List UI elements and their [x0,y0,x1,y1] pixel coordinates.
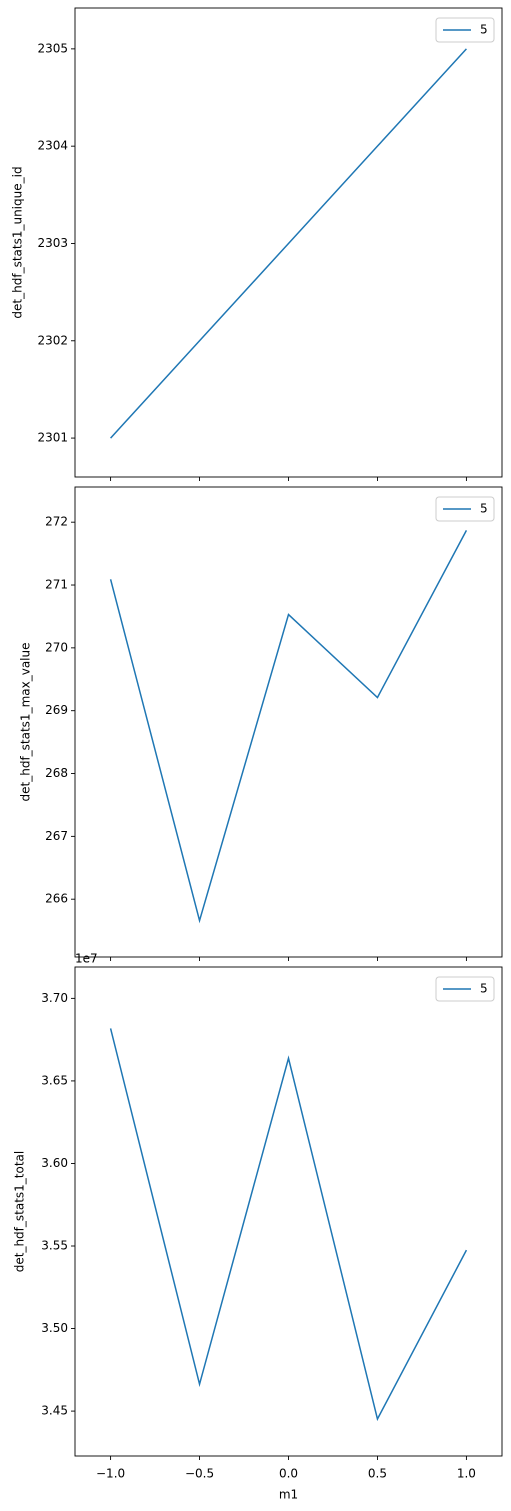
plot-area [109,1028,468,1422]
y-tick-label: 267 [45,829,68,843]
y-tick-label: 269 [45,703,68,717]
y-tick-label: 2302 [37,333,68,347]
y-tick-label: 271 [45,578,68,592]
legend-label: 5 [480,502,488,516]
y-tick-label: 3.70 [41,991,68,1005]
y-tick-label: 3.50 [41,1321,68,1335]
y-offset-label: 1e7 [75,952,98,966]
y-tick-label: 268 [45,766,68,780]
x-tick-label: −0.5 [185,1467,214,1481]
line-series [109,1028,468,1422]
x-tick-label: 1.0 [457,1467,476,1481]
y-tick-label: 2304 [37,139,68,153]
y-axis-label: det_hdf_stats1_total [13,1151,27,1273]
x-axis-label: m1 [279,1488,298,1502]
y-tick-label: 3.60 [41,1156,68,1170]
axes-frame [74,966,503,1457]
plot-area [110,48,467,439]
y-tick-label: 3.55 [41,1239,68,1253]
y-tick-label: 2305 [37,41,68,55]
x-tick-label: 0.0 [279,1467,298,1481]
legend-label: 5 [480,982,488,996]
legend-label: 5 [480,23,488,37]
line-series [109,530,468,924]
y-tick-label: 266 [45,892,68,906]
x-tick-label: 0.5 [368,1467,387,1481]
y-tick-label: 270 [45,640,68,654]
y-tick-label: 272 [45,515,68,529]
y-axis-label: det_hdf_stats1_unique_id [11,166,25,318]
y-tick-label: 2301 [37,431,68,445]
y-tick-label: 3.45 [41,1404,68,1418]
x-tick-label: −1.0 [96,1467,125,1481]
plot-area [109,530,468,924]
axes-frame [74,7,503,478]
line-series [110,48,467,439]
y-tick-label: 2303 [37,236,68,250]
y-axis-label: det_hdf_stats1_max_value [19,643,33,802]
y-tick-label: 3.65 [41,1073,68,1087]
axes-frame [74,486,503,958]
